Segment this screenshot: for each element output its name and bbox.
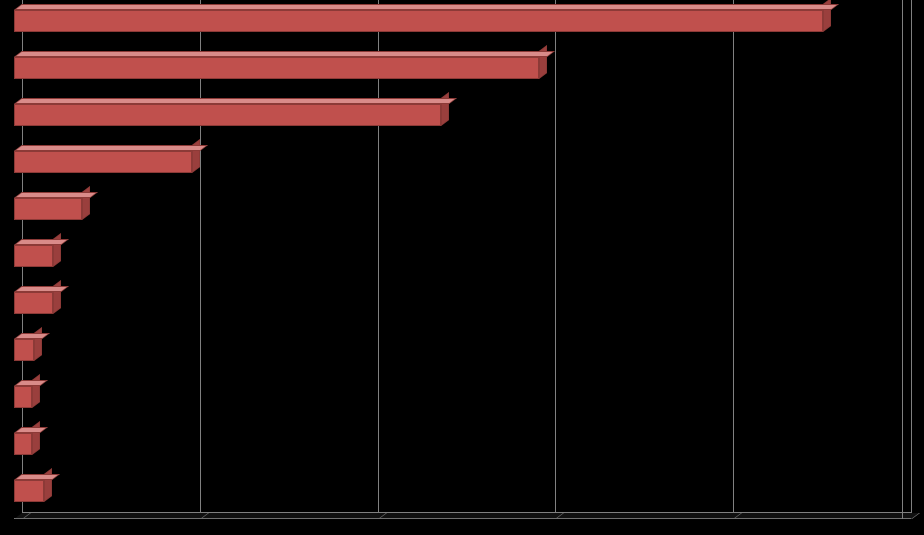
bar: [14, 292, 53, 314]
bar-face-front: [14, 10, 823, 32]
bar-face-front: [14, 104, 441, 126]
bar-slot: [14, 433, 911, 455]
bar-slot: [14, 151, 911, 173]
bar: [14, 151, 192, 173]
bar-slot: [14, 57, 911, 79]
bar-face-front: [14, 198, 82, 220]
bar-face-front: [14, 480, 44, 502]
bar-series: [14, 0, 911, 519]
bar-slot: [14, 198, 911, 220]
bar-slot: [14, 292, 911, 314]
bar-face-front: [14, 245, 53, 267]
bar-face-front: [14, 57, 539, 79]
plot-area: [14, 0, 911, 519]
bar-slot: [14, 339, 911, 361]
bar-face-front: [14, 292, 53, 314]
bar: [14, 57, 539, 79]
chart-canvas: [0, 0, 924, 535]
bar: [14, 480, 44, 502]
bar-slot: [14, 10, 911, 32]
bar-slot: [14, 104, 911, 126]
bar-slot: [14, 480, 911, 502]
bar: [14, 433, 32, 455]
bar: [14, 198, 82, 220]
bar: [14, 386, 32, 408]
bar-face-front: [14, 433, 32, 455]
bar-face-front: [14, 151, 192, 173]
bar: [14, 104, 441, 126]
bar: [14, 339, 34, 361]
bar-face-front: [14, 386, 32, 408]
bar-face-front: [14, 339, 34, 361]
bar-slot: [14, 386, 911, 408]
bar-slot: [14, 245, 911, 267]
bar: [14, 245, 53, 267]
gridline: [911, 0, 912, 513]
bar: [14, 10, 823, 32]
